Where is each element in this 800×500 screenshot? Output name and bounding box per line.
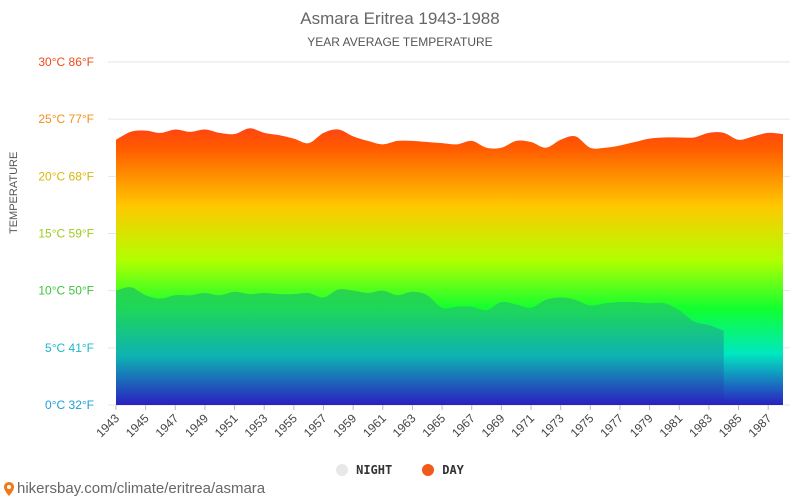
x-tick-label: 1963	[390, 411, 419, 440]
series-night-area	[116, 287, 724, 405]
legend-item-night[interactable]: NIGHT	[336, 463, 392, 477]
chart-legend: NIGHT DAY	[0, 463, 800, 477]
x-tick-label: 1959	[330, 411, 359, 440]
x-tick-label: 1953	[242, 411, 271, 440]
x-tick-label: 1983	[686, 411, 715, 440]
x-tick-label: 1955	[271, 411, 300, 440]
x-tick-label: 1979	[627, 411, 656, 440]
source-link[interactable]: hikersbay.com/climate/eritrea/asmara	[4, 480, 265, 497]
x-tick-label: 1987	[746, 411, 775, 440]
temperature-chart: 0°C 32°F 5°C 41°F 10°C 50°F 15°C 59°F 20°C 6…	[38, 55, 790, 440]
x-tick-label: 1957	[301, 411, 330, 440]
y-tick-label: 0°C 32°F	[45, 398, 94, 412]
source-text: hikersbay.com/climate/eritrea/asmara	[17, 480, 266, 497]
x-tick-label: 1975	[568, 411, 597, 440]
x-tick-label: 1969	[479, 411, 508, 440]
x-tick-label: 1949	[182, 411, 211, 440]
x-tick-label: 1943	[93, 411, 122, 440]
legend-day-label: DAY	[442, 463, 464, 477]
x-tick-label: 1985	[716, 411, 745, 440]
x-tick-label: 1947	[153, 411, 182, 440]
x-tick-label: 1945	[123, 411, 152, 440]
legend-night-swatch	[336, 464, 349, 476]
legend-night-label: NIGHT	[356, 463, 393, 477]
map-pin-icon	[4, 481, 14, 496]
x-tick-label: 1971	[508, 411, 537, 440]
chart-title: Asmara Eritrea 1943-1988	[300, 9, 500, 28]
y-tick-label: 25°C 77°F	[38, 112, 94, 126]
x-tick-label: 1965	[419, 411, 448, 440]
y-tick-label: 10°C 50°F	[38, 284, 94, 298]
y-tick-label: 20°C 68°F	[38, 169, 94, 183]
y-tick-label: 30°C 86°F	[38, 55, 94, 69]
x-tick-label: 1981	[657, 411, 686, 440]
legend-item-day[interactable]: DAY	[422, 463, 464, 477]
x-tick-label: 1967	[449, 411, 478, 440]
x-tick-label: 1977	[597, 411, 626, 440]
y-tick-label: 5°C 41°F	[45, 341, 94, 355]
x-tick-label: 1951	[212, 411, 241, 440]
y-tick-label: 15°C 59°F	[38, 227, 94, 241]
chart-subtitle: YEAR AVERAGE TEMPERATURE	[307, 35, 493, 49]
x-tick-label: 1961	[360, 411, 389, 440]
x-tick-label: 1973	[538, 411, 567, 440]
legend-day-swatch	[422, 464, 435, 476]
